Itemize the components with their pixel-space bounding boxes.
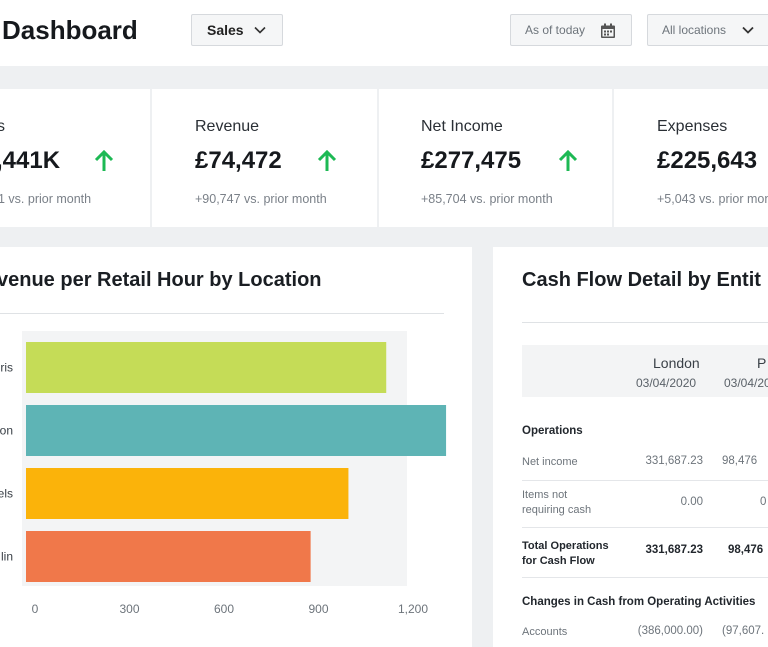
panel-title: Cash Flow Detail by Entit [522,269,761,291]
kpi-card-revenue[interactable]: Revenue £74,472 +90,747 vs. prior month [152,89,377,227]
x-tick-label: 0 [32,602,39,616]
date-picker[interactable]: As of today [510,14,632,46]
bar-els[interactable] [26,468,349,519]
category-label: els [0,487,13,501]
kpi-label: s [0,118,5,135]
row-value-p: 98,476 [728,544,764,556]
kpi-card-net-income[interactable]: Net Income £277,475 +85,704 vs. prior mo… [379,89,612,227]
bar-on[interactable] [26,405,447,456]
kpi-label: Revenue [195,118,260,135]
location-select-label: All locations [662,23,727,37]
x-tick-label: 300 [119,602,139,616]
row-label: Total Operations for Cash Flow [522,540,609,567]
column-date-p: 03/04/20 [724,376,768,390]
row-divider [522,527,768,528]
column-header-p: P [757,355,767,371]
kpi-value: £225,643 [657,147,758,174]
category-label: ris [0,361,13,375]
column-date-london: 03/04/2020 [636,376,697,390]
kpi-value: £277,475 [421,147,522,174]
date-picker-label: As of today [525,23,586,37]
divider [522,322,768,323]
arrow-up-icon [558,149,578,171]
revenue-chart-panel: venue per Retail Hour by Location ris on e… [0,247,472,647]
kpi-delta: +5,043 vs. prior month [657,192,768,206]
row-value-london: 0.00 [680,496,703,508]
bar-ris[interactable] [26,342,387,393]
kpi-value: £74,472 [195,147,282,174]
cashflow-table-header [522,345,768,397]
kpi-row: s ,441K 1 vs. prior month Revenue £74,47… [0,89,768,227]
top-bar: Dashboard Sales As of today All location… [0,0,768,66]
x-tick-label: 1,200 [398,602,428,616]
kpi-card-expenses[interactable]: Expenses £225,643 +5,043 vs. prior month [614,89,768,227]
panel-title: venue per Retail Hour by Location [0,269,322,291]
report-select[interactable]: Sales [191,14,283,46]
row-label: Items not requiring cash [522,489,592,516]
section-changes: Changes in Cash from Operating Activitie… [522,596,756,608]
category-label: lin [1,550,13,564]
category-label: on [0,424,13,438]
row-value-p: (97,607. [722,625,765,637]
kpi-delta: +90,747 vs. prior month [195,192,327,206]
row-label: Accounts [522,626,568,638]
row-value-london: 331,687.23 [645,455,703,467]
page-title: Dashboard [2,15,138,45]
calendar-icon [601,23,615,38]
report-select-label: Sales [207,22,244,38]
row-value-p: 0 [760,496,767,508]
kpi-label: Net Income [421,118,503,135]
cashflow-panel: Cash Flow Detail by Entit [493,247,768,647]
section-operations: Operations [522,425,583,437]
chevron-down-icon [742,26,754,34]
x-tick-label: 900 [308,602,328,616]
bar-lin[interactable] [26,531,311,582]
arrow-up-icon [94,149,114,171]
chevron-down-icon [254,26,266,34]
row-divider [522,577,768,578]
x-tick-label: 600 [214,602,234,616]
column-header-london: London [653,355,700,371]
row-value-london: (386,000.00) [637,625,703,637]
divider [0,313,444,314]
location-select[interactable]: All locations [647,14,768,46]
row-value-london: 331,687.23 [645,544,703,556]
row-value-p: 98,476 [722,455,758,467]
kpi-value: ,441K [0,147,61,174]
row-label: Net income [522,456,578,468]
kpi-card-sales[interactable]: s ,441K 1 vs. prior month [0,89,150,227]
arrow-up-icon [317,149,337,171]
revenue-bar-chart: ris on els lin 0 300 600 900 1,200 [0,331,447,616]
kpi-label: Expenses [657,118,728,135]
kpi-delta: +85,704 vs. prior month [421,192,553,206]
kpi-delta: 1 vs. prior month [0,192,92,206]
row-divider [522,480,768,481]
